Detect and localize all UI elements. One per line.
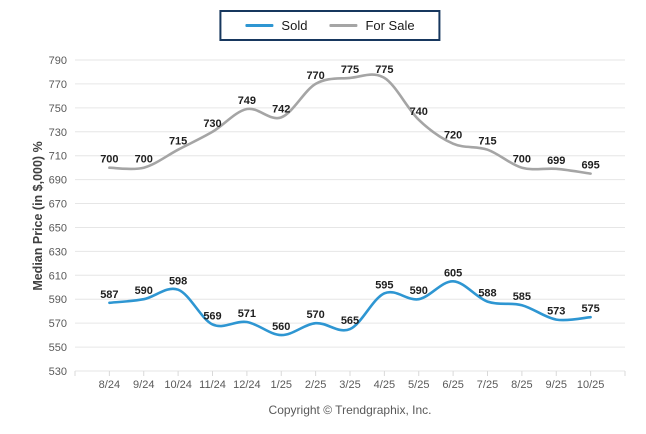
- x-tick-label: 8/25: [511, 379, 532, 391]
- data-label: 740: [410, 106, 428, 118]
- y-tick-label: 790: [49, 55, 67, 67]
- x-tick-label: 2/25: [305, 379, 326, 391]
- x-tick-label: 5/25: [408, 379, 429, 391]
- y-axis-tick-labels: 530 550 570 590 610 630 650 670 690 710 730 750 770 7…: [49, 55, 67, 378]
- x-tick-label: 6/25: [442, 379, 463, 391]
- for-sale-legend-label: For Sale: [365, 18, 415, 33]
- data-label: 560: [272, 321, 290, 333]
- data-label: 598: [169, 276, 187, 288]
- data-label: 715: [169, 136, 187, 148]
- x-tick-label: 3/25: [339, 379, 360, 391]
- y-tick-label: 530: [49, 366, 67, 378]
- x-tick-label: 1/25: [271, 379, 292, 391]
- y-tick-label: 690: [49, 175, 67, 187]
- x-tick-label: 8/24: [99, 379, 120, 391]
- for-sale-line-swatch: [329, 24, 358, 27]
- x-tick-label: 4/25: [374, 379, 395, 391]
- copyright-text: Copyright © Trendgraphix, Inc.: [268, 403, 432, 417]
- data-label: 770: [306, 70, 324, 82]
- x-tick-label: 9/25: [546, 379, 567, 391]
- data-label: 715: [478, 136, 496, 148]
- data-label: 565: [341, 315, 359, 327]
- data-labels-for-sale: 700 700 715 730 749 742 770 775 775 740 720 715 700 6…: [100, 64, 600, 172]
- y-tick-label: 650: [49, 222, 67, 234]
- y-tick-label: 770: [49, 79, 67, 91]
- data-label: 571: [238, 308, 256, 320]
- data-label: 775: [341, 64, 359, 76]
- data-labels-sold: 587 590 598 569 571 560 570 565 595 590 605 588 585 5…: [100, 267, 600, 333]
- data-label: 700: [100, 154, 118, 166]
- x-tick-label: 10/24: [164, 379, 192, 391]
- data-label: 590: [410, 285, 428, 297]
- y-tick-label: 570: [49, 318, 67, 330]
- data-label: 587: [100, 289, 118, 301]
- data-label: 595: [375, 279, 393, 291]
- y-tick-label: 550: [49, 342, 67, 354]
- data-label: 730: [203, 118, 221, 130]
- y-tick-label: 750: [49, 103, 67, 115]
- y-tick-label: 670: [49, 199, 67, 211]
- y-tick-label: 590: [49, 294, 67, 306]
- legend-item-sold[interactable]: Sold: [245, 18, 307, 33]
- data-label: 720: [444, 130, 462, 142]
- y-tick-label: 730: [49, 127, 67, 139]
- y-tick-label: 610: [49, 270, 67, 282]
- x-axis-tick-labels: 8/24 9/24 10/24 11/24 12/24 1/25 2/25 3/25 4/25 5…: [99, 379, 605, 391]
- legend: Sold For Sale: [219, 10, 441, 41]
- series-line-sold[interactable]: [108, 279, 592, 337]
- data-label: 570: [306, 309, 324, 321]
- sold-legend-label: Sold: [281, 18, 308, 33]
- data-label: 700: [513, 154, 531, 166]
- data-label: 699: [547, 155, 565, 167]
- data-label: 605: [444, 267, 462, 279]
- legend-item-for-sale[interactable]: For Sale: [329, 18, 415, 33]
- data-label: 742: [272, 103, 290, 115]
- data-label: 573: [547, 306, 565, 318]
- data-label: 700: [135, 154, 153, 166]
- data-label: 585: [513, 291, 531, 303]
- data-label: 749: [238, 95, 256, 107]
- data-label: 695: [581, 160, 599, 172]
- x-tick-label: 11/24: [199, 379, 226, 391]
- y-tick-label: 630: [49, 246, 67, 258]
- sold-line-swatch: [245, 24, 274, 27]
- series-line-for-sale[interactable]: [108, 73, 592, 175]
- data-label: 569: [203, 310, 221, 322]
- x-tick-label: 10/25: [577, 379, 605, 391]
- x-tick-label: 7/25: [477, 379, 498, 391]
- data-label: 575: [581, 303, 599, 315]
- x-tick-label: 9/24: [133, 379, 154, 391]
- y-tick-label: 710: [49, 151, 67, 163]
- x-axis-ticks: [74, 371, 626, 376]
- data-label: 775: [375, 64, 393, 76]
- y-axis-title: Median Price (in $,000) %: [31, 141, 45, 291]
- data-label: 588: [478, 288, 496, 300]
- x-tick-label: 12/24: [233, 379, 261, 391]
- data-label: 590: [135, 285, 153, 297]
